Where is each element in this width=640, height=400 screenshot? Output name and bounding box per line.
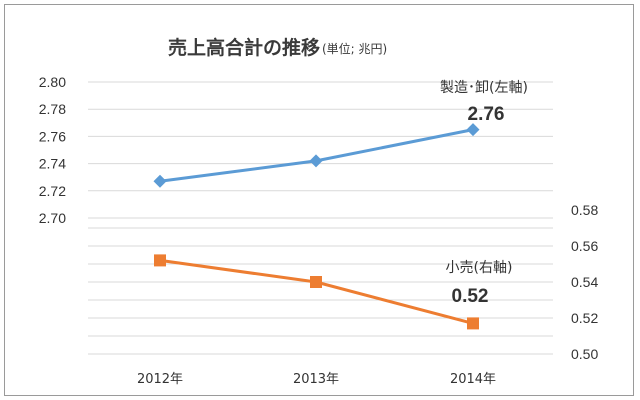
right-axis-tick-label: 0.58	[571, 202, 598, 218]
data-point-marker	[154, 254, 166, 267]
x-axis-tick-label: 2012年	[137, 372, 183, 387]
left-axis-tick-label: 2.80	[39, 74, 66, 90]
series-markers	[153, 123, 480, 330]
right-axis-tick-label: 0.52	[571, 310, 598, 326]
chart-title: 売上高合計の推移	[168, 36, 320, 59]
data-point-marker	[467, 317, 479, 330]
data-value-label: 2.76	[468, 104, 505, 125]
data-point-marker	[310, 276, 322, 288]
series-line-2	[159, 258, 474, 325]
chart-frame	[4, 4, 634, 396]
left-axis-tick-label: 2.70	[39, 210, 66, 226]
left-axis-tick-label: 2.76	[39, 128, 66, 144]
data-point-marker	[153, 174, 167, 188]
data-point-marker	[466, 123, 480, 137]
tick-labels: 2.80 2.78 2.76 2.74 2.72 2.70 0.58 0.56 0.54 0.52…	[39, 74, 599, 387]
right-axis-tick-label: 0.54	[571, 274, 598, 290]
left-axis-tick-label: 2.72	[39, 183, 66, 199]
left-axis-tick-label: 2.78	[39, 101, 66, 117]
x-axis-tick-label: 2013年	[293, 372, 339, 387]
series-name-label: 小売(右軸)	[446, 260, 513, 276]
chart-subtitle: (単位; 兆円)	[322, 41, 387, 56]
left-axis-tick-label: 2.74	[39, 156, 66, 172]
right-axis-tick-label: 0.56	[571, 238, 598, 254]
data-value-label: 0.52	[452, 286, 489, 307]
x-axis-tick-label: 2014年	[450, 372, 496, 387]
data-point-marker	[309, 154, 323, 168]
right-axis-tick-label: 0.50	[571, 346, 598, 362]
series-name-label: 製造･卸(左軸)	[440, 80, 528, 96]
